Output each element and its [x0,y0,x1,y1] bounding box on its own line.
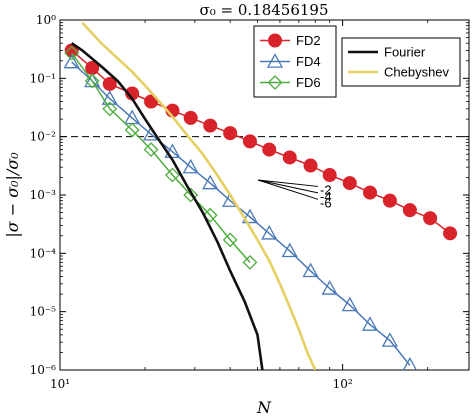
point-fd6 [165,167,180,183]
series-layer [60,21,469,370]
point-fd6 [242,254,258,270]
series-fd4 [63,53,418,370]
point-fd6 [222,232,238,248]
y-tick-label: 10⁻⁴ [30,246,57,260]
point-fd4 [63,53,80,69]
legend-item-fd6: FD6 [260,75,321,90]
slope-line--2 [257,179,319,187]
point-fd2 [183,110,198,125]
slope-line--4 [257,179,319,194]
point-fd2 [303,158,318,173]
y-tick-label: 10⁻⁶ [30,363,57,377]
point-fd4 [241,208,259,224]
point-fd2 [262,142,277,157]
y-tick-label: 10⁰ [36,13,56,27]
series-fd2 [64,43,458,241]
legend-fd: FD2 FD4 FD6 [253,25,337,98]
point-fd6 [102,101,118,117]
legend-item-fd4: FD4 [260,53,321,69]
legend-item-fd2: FD2 [260,33,321,48]
point-fd4 [261,225,278,240]
x-axis-label: N [256,398,272,417]
point-fd2 [282,150,297,165]
legend-label: Fourier [384,45,426,60]
point-fd4 [321,280,338,295]
point-fd4 [341,296,358,312]
point-fd2 [322,168,337,183]
series-line-chebyshev [81,21,317,370]
series-chebyshev [81,21,317,370]
point-fd4 [202,174,219,190]
x-tick-label: 10¹ [50,377,70,391]
point-fd4 [164,143,181,159]
point-fd4 [361,316,379,331]
y-tick-label: 10⁻⁵ [30,305,57,319]
y-axis-label: |σ − σ₀|/σ₀ [3,152,22,238]
point-fd4 [182,158,199,174]
series-fd6 [64,45,258,270]
point-fd2 [223,126,238,141]
series-fourier [70,42,264,370]
legend-marker [267,75,283,90]
point-fd6 [183,187,199,203]
series-line-fd6 [71,52,251,263]
legend-marker [268,33,282,48]
legend-label: FD6 [296,75,321,90]
plot-axes: 10⁻⁶ 10⁻⁵ 10⁻⁴ 10⁻³ 10⁻² 10⁻¹ 10⁰ 10¹ 10² [30,13,470,391]
point-fd4 [402,357,418,370]
legend-label: FD4 [296,54,321,69]
y-tick-label: 10⁻² [30,130,57,144]
point-fd4 [302,262,319,278]
point-fd2 [242,134,257,149]
point-fd6 [84,73,100,89]
point-fd2 [382,193,397,208]
point-fd2 [144,94,159,109]
point-fd6 [143,142,159,158]
legend-item-chebyshev: Chebyshev [348,65,450,80]
point-fd4 [281,242,298,258]
point-fd2 [443,226,458,241]
legend-label: FD2 [296,33,321,48]
y-tick-label: 10⁻¹ [30,71,56,85]
slope-label: -6 [320,195,332,210]
series-line-fourier [70,42,264,370]
legend-marker [266,53,284,68]
legend-label: Chebyshev [384,65,450,80]
point-fd6 [202,207,218,223]
slope-triangle: -2-4-6 [257,179,332,210]
point-fd6 [64,45,80,61]
point-fd2 [363,185,378,200]
legend-box [341,37,461,87]
chart-title: σ₀ = 0.18456195 [199,1,328,19]
slope-label: -4 [320,189,332,204]
point-fd2 [402,203,417,218]
slope-label: -2 [320,182,332,197]
x-tick-label: 10² [333,377,353,391]
point-fd4 [381,332,399,347]
legend-item-fourier: Fourier [348,45,426,60]
slope-line--6 [257,179,319,200]
point-fd2 [203,118,218,133]
point-fd2 [342,176,357,191]
point-fd6 [124,122,140,138]
point-fd4 [101,90,118,105]
point-fd2 [423,211,438,226]
y-tick-label: 10⁻³ [30,188,57,202]
legend-spectral: Fourier Chebyshev [341,37,461,87]
